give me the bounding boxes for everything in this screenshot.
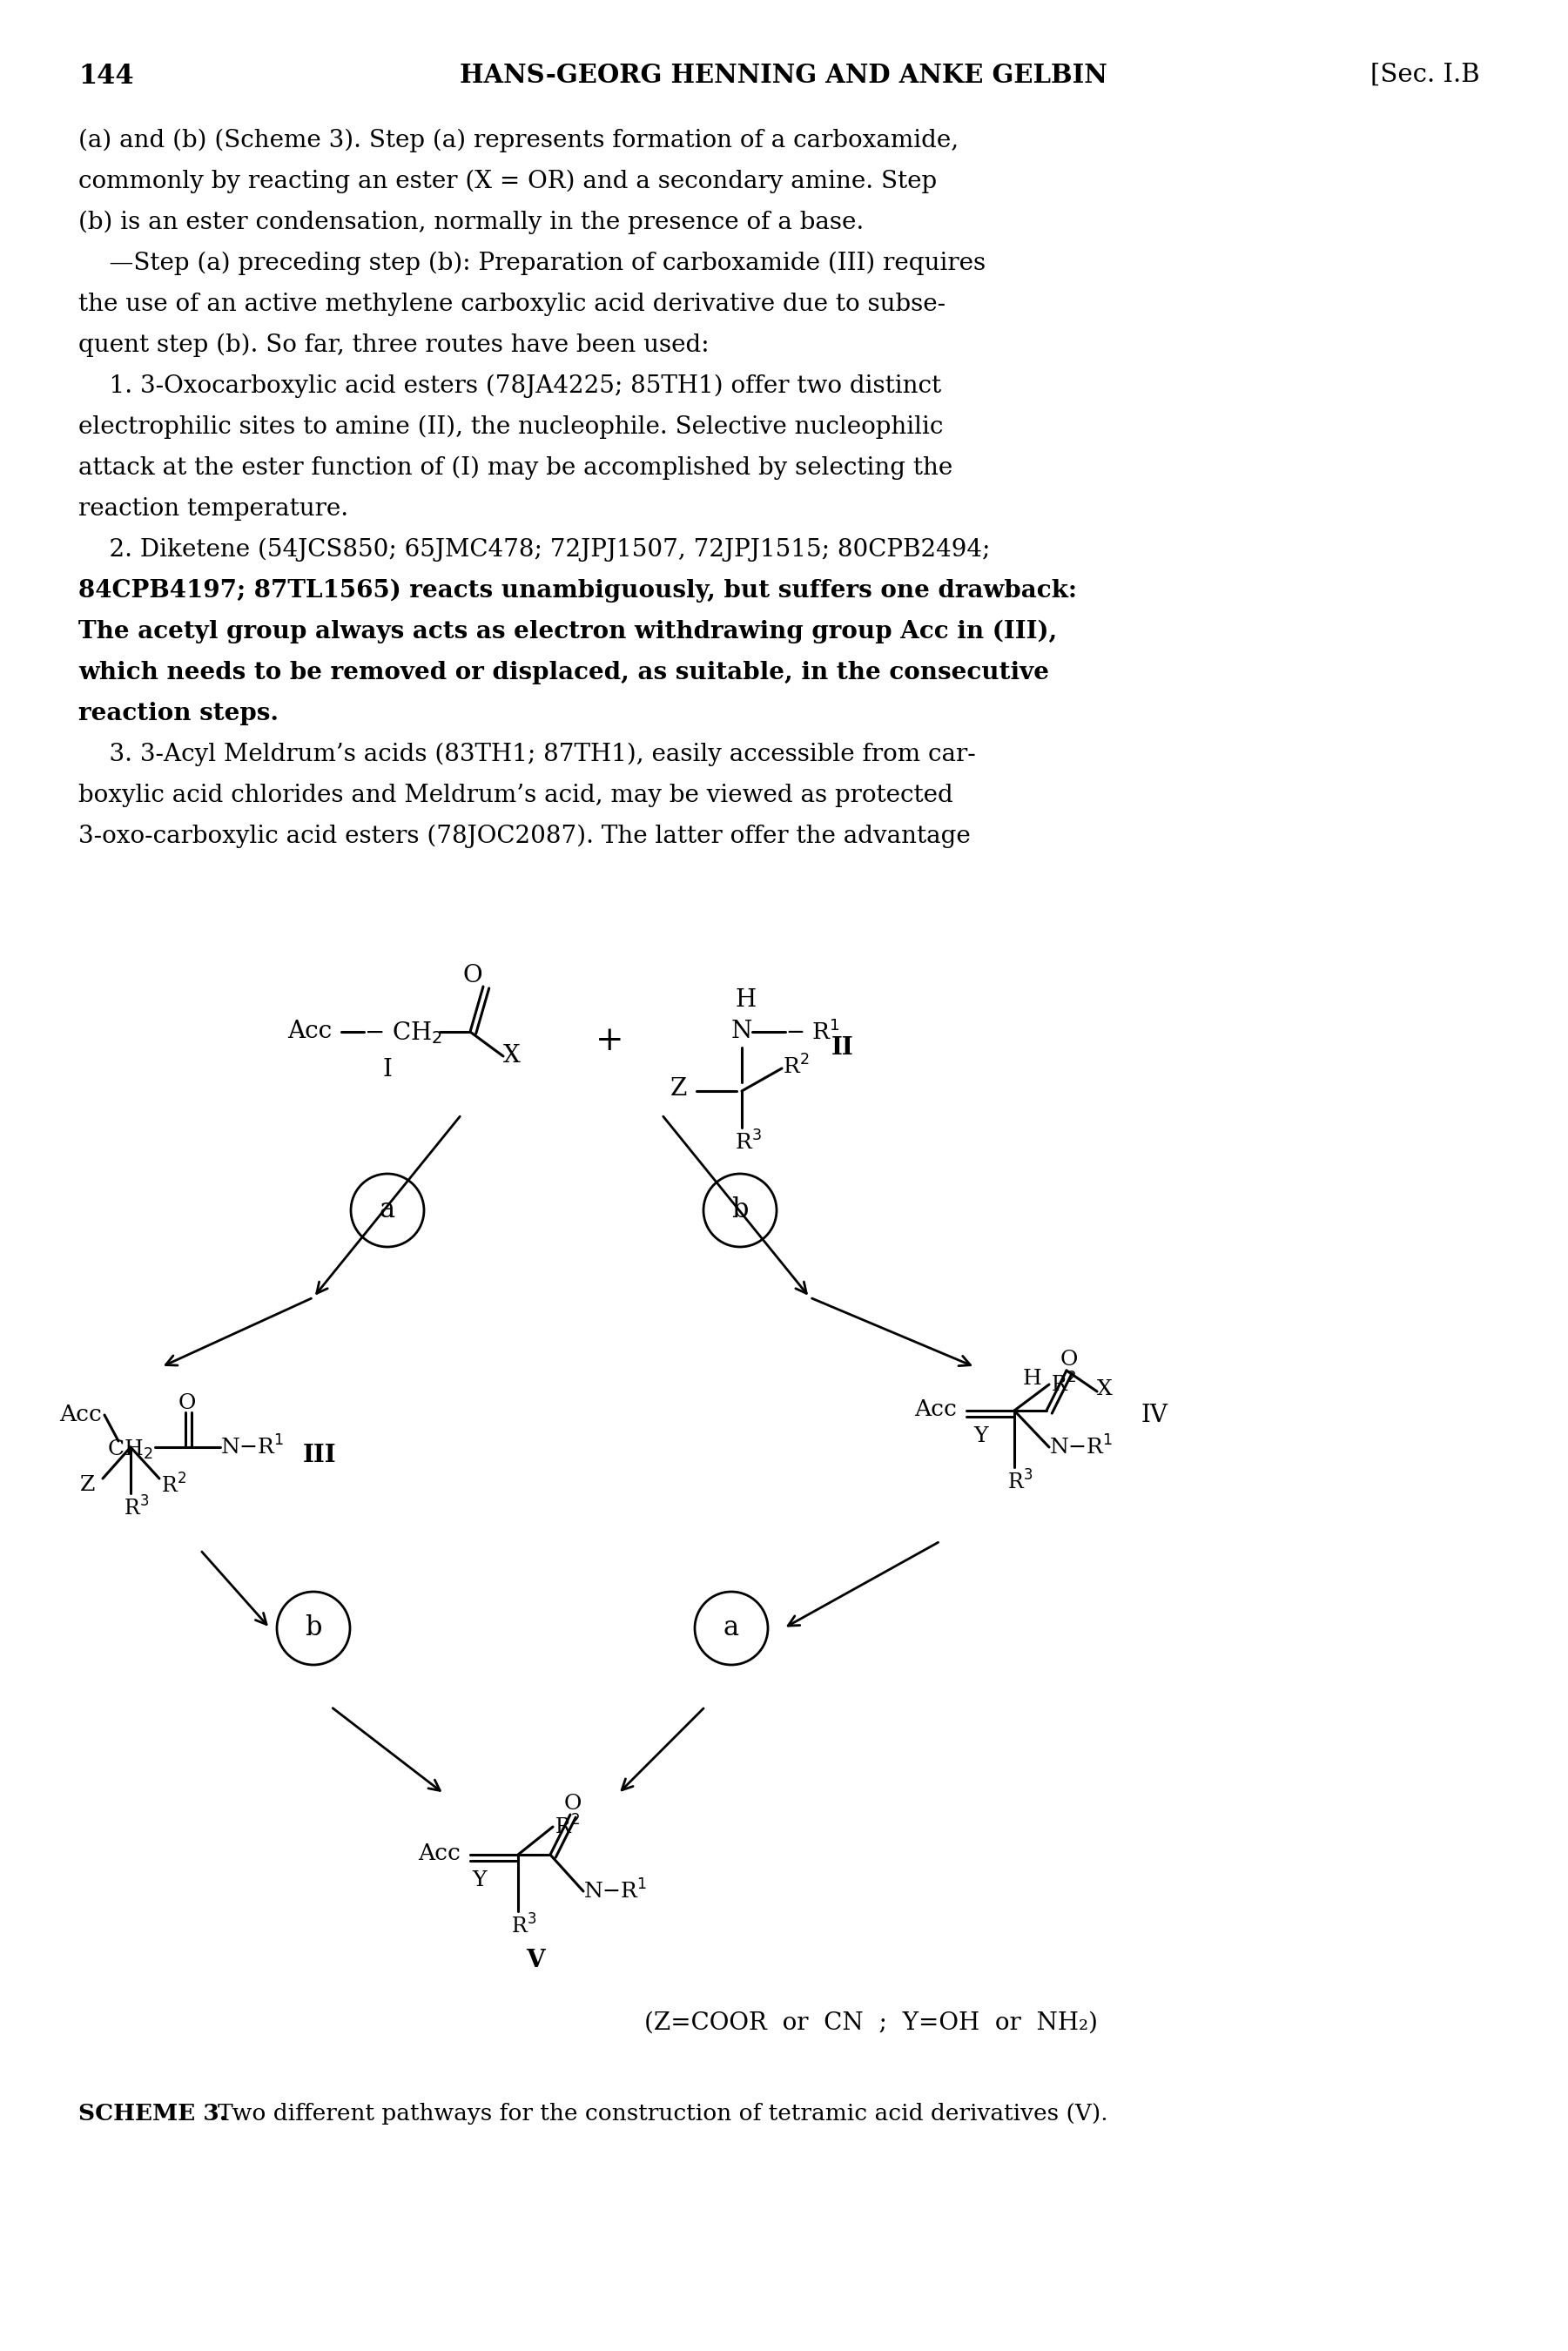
Text: b: b <box>304 1615 321 1641</box>
Text: Y: Y <box>472 1871 486 1890</box>
Text: O: O <box>463 964 483 987</box>
Text: V: V <box>525 1949 544 1972</box>
Text: 3-oxo-carboxylic acid esters (78JOC2087). The latter offer the advantage: 3-oxo-carboxylic acid esters (78JOC2087)… <box>78 825 971 849</box>
Text: The acetyl group always acts as electron withdrawing group Acc in (III),: The acetyl group always acts as electron… <box>78 621 1057 644</box>
Text: electrophilic sites to amine (II), the nucleophile. Selective nucleophilic: electrophilic sites to amine (II), the n… <box>78 416 944 440</box>
Text: R$^2$: R$^2$ <box>1051 1373 1076 1396</box>
Text: boxylic acid chlorides and Meldrum’s acid, may be viewed as protected: boxylic acid chlorides and Meldrum’s aci… <box>78 783 953 806</box>
Text: 144: 144 <box>78 63 133 89</box>
Text: reaction temperature.: reaction temperature. <box>78 496 348 520</box>
Text: Acc: Acc <box>60 1404 102 1425</box>
Text: R$^2$: R$^2$ <box>782 1056 809 1079</box>
Text: N$-$R$^1$: N$-$R$^1$ <box>1049 1434 1113 1458</box>
Text: a: a <box>379 1197 395 1225</box>
Text: R$^2$: R$^2$ <box>555 1815 580 1838</box>
Text: N: N <box>731 1020 753 1044</box>
Text: 3. 3-Acyl Meldrum’s acids (83TH1; 87TH1), easily accessible from car-: 3. 3-Acyl Meldrum’s acids (83TH1; 87TH1)… <box>78 743 975 766</box>
Text: Two different pathways for the construction of tetramic acid derivatives (V).: Two different pathways for the construct… <box>196 2102 1109 2125</box>
Text: II: II <box>831 1037 855 1060</box>
Text: Acc: Acc <box>419 1843 461 1864</box>
Text: 84CPB4197; 87TL1565) reacts unambiguously, but suffers one drawback:: 84CPB4197; 87TL1565) reacts unambiguousl… <box>78 578 1077 602</box>
Text: O: O <box>564 1794 582 1813</box>
Text: Z: Z <box>671 1077 687 1100</box>
Text: Acc: Acc <box>914 1399 956 1420</box>
Text: +: + <box>596 1025 624 1058</box>
Text: Acc: Acc <box>287 1020 332 1044</box>
Text: which needs to be removed or displaced, as suitable, in the consecutive: which needs to be removed or displaced, … <box>78 661 1049 684</box>
Text: (b) is an ester condensation, normally in the presence of a base.: (b) is an ester condensation, normally i… <box>78 212 864 235</box>
Text: —Step (a) preceding step (b): Preparation of carboxamide (III) requires: —Step (a) preceding step (b): Preparatio… <box>78 252 986 275</box>
Text: reaction steps.: reaction steps. <box>78 703 279 726</box>
Text: N$-$R$^1$: N$-$R$^1$ <box>583 1878 648 1902</box>
Text: R$^3$: R$^3$ <box>511 1914 536 1937</box>
Text: H: H <box>735 987 756 1011</box>
Text: I: I <box>383 1058 392 1081</box>
Text: R$^2$: R$^2$ <box>162 1474 187 1498</box>
Text: quent step (b). So far, three routes have been used:: quent step (b). So far, three routes hav… <box>78 334 709 357</box>
Text: (Z=COOR  or  CN  ;  Y=OH  or  NH₂): (Z=COOR or CN ; Y=OH or NH₂) <box>644 2012 1098 2036</box>
Text: 1. 3-Oxocarboxylic acid esters (78JA4225; 85TH1) offer two distinct: 1. 3-Oxocarboxylic acid esters (78JA4225… <box>78 374 941 397</box>
Text: the use of an active methylene carboxylic acid derivative due to subse-: the use of an active methylene carboxyli… <box>78 292 946 315</box>
Text: X: X <box>1098 1380 1112 1399</box>
Text: CH$_2$: CH$_2$ <box>107 1439 152 1462</box>
Text: attack at the ester function of (I) may be accomplished by selecting the: attack at the ester function of (I) may … <box>78 456 953 480</box>
Text: IV: IV <box>1140 1404 1168 1427</box>
Text: $-$ CH$_2$: $-$ CH$_2$ <box>364 1020 442 1046</box>
Text: X: X <box>503 1044 521 1067</box>
Text: R$^3$: R$^3$ <box>1007 1469 1033 1493</box>
Text: SCHEME 3.: SCHEME 3. <box>78 2102 227 2125</box>
Text: $-$ R$^1$: $-$ R$^1$ <box>786 1020 840 1044</box>
Text: Z: Z <box>80 1474 96 1495</box>
Text: O: O <box>1060 1349 1079 1371</box>
Text: b: b <box>732 1197 748 1225</box>
Text: R$^3$: R$^3$ <box>124 1495 149 1519</box>
Text: N$-$R$^1$: N$-$R$^1$ <box>220 1434 284 1458</box>
Text: III: III <box>303 1444 337 1467</box>
Text: R$^3$: R$^3$ <box>735 1131 762 1154</box>
Text: HANS-GEORG HENNING AND ANKE GELBIN: HANS-GEORG HENNING AND ANKE GELBIN <box>459 63 1107 87</box>
Text: 2. Diketene (54JCS850; 65JMC478; 72JPJ1507, 72JPJ1515; 80CPB2494;: 2. Diketene (54JCS850; 65JMC478; 72JPJ15… <box>78 538 991 562</box>
Text: a: a <box>723 1615 739 1641</box>
Text: H: H <box>1022 1368 1041 1389</box>
Text: O: O <box>179 1394 196 1413</box>
Text: commonly by reacting an ester (X = OR) and a secondary amine. Step: commonly by reacting an ester (X = OR) a… <box>78 169 938 193</box>
Text: Y: Y <box>974 1427 988 1446</box>
Text: (a) and (b) (Scheme 3). Step (a) represents formation of a carboxamide,: (a) and (b) (Scheme 3). Step (a) represe… <box>78 129 958 153</box>
Text: [Sec. I.B: [Sec. I.B <box>1370 63 1480 87</box>
